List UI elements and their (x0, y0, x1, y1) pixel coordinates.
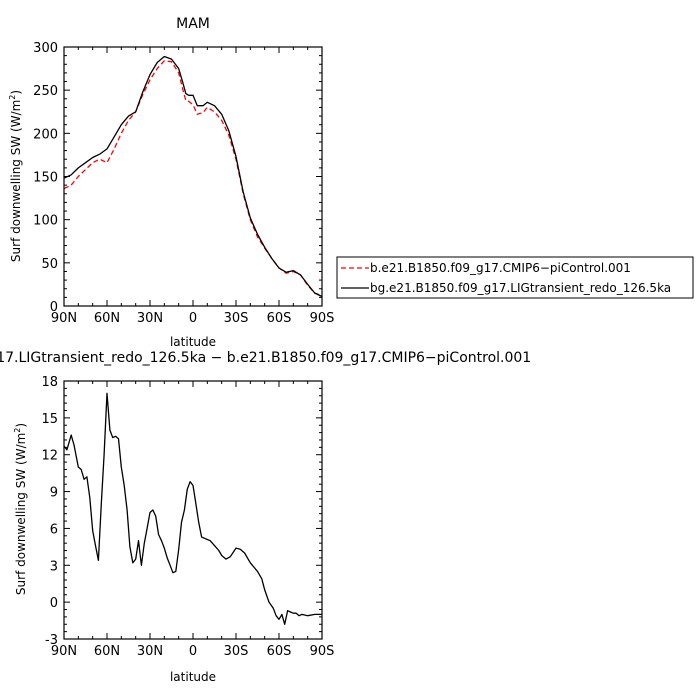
chart-top-ylabel-sup: 2 (8, 95, 17, 100)
chart-top-ylabel-main: Surf downwelling SW (W/m (9, 100, 23, 262)
chart-bottom-plot: 90N 60N 30N 0 30S 60S 90S -3 0 3 6 9 12 15 18 (41, 375, 334, 659)
chart-1-ytick-label: 9 (50, 486, 58, 501)
chart-1-xtick-label: 30S (224, 644, 249, 659)
chart-0-xtick-label: 30N (137, 311, 163, 326)
chart-0-xtick-label: 90N (51, 311, 77, 326)
chart-1-series-0 (63, 392, 322, 625)
chart-0-ytick-label: 100 (33, 214, 58, 229)
chart-bottom-xlabel: latitude (170, 670, 216, 684)
chart-top-ylabel: Surf downwelling SW (W/m2) (8, 90, 23, 262)
chart-0-ytick-label: 50 (41, 257, 58, 272)
chart-1-ytick-label: 18 (41, 375, 58, 390)
chart-1-xtick-label: 60N (94, 644, 120, 659)
legend: b.e21.B1850.f09_g17.CMIP6−piControl.001 … (336, 256, 694, 299)
chart-1-ytick-label: 3 (50, 559, 58, 574)
chart-top-title: MAM (176, 16, 210, 32)
chart-1-xtick-label: 90S (310, 644, 335, 659)
chart-1-ytick-label: 12 (41, 449, 58, 464)
chart-0-ytick-label: 250 (33, 84, 58, 99)
chart-0-ytick-label: 200 (33, 127, 58, 142)
chart-1-xtick-label: 0 (189, 644, 197, 659)
chart-bottom-ylabel-end: ) (14, 423, 28, 428)
chart-top-ylabel-end: ) (9, 90, 23, 95)
chart-bottom: bg.e21.B1850.f09_g17.LIGtransient_redo_1… (0, 350, 531, 684)
chart-top-xlabel: latitude (170, 335, 216, 349)
chart-1-xtick-label: 90N (51, 644, 77, 659)
chart-0-ytick-label: 0 (50, 300, 58, 315)
chart-top-plot: 90N 60N 30N 0 30S 60S 90S 0 50 100 150 200 250 300 (33, 41, 334, 326)
chart-1-xtick-label: 30N (137, 644, 163, 659)
chart-0-xtick-label: 60N (94, 311, 120, 326)
chart-0-ytick-label: 300 (33, 41, 58, 56)
chart-bottom-title: bg.e21.B1850.f09_g17.LIGtransient_redo_1… (0, 350, 531, 366)
chart-0-xtick-label: 60S (267, 311, 292, 326)
chart-1-ytick-label: 6 (50, 522, 58, 537)
chart-0-xtick-label: 30S (224, 311, 249, 326)
chart-1-xtick-label: 60S (267, 644, 292, 659)
legend-box (336, 256, 694, 299)
chart-1-ytick-label: 0 (50, 596, 58, 611)
chart-top: MAM 90N 60N 30N 0 30S 60S 90S 0 50 100 150 200 250 30… (8, 16, 334, 349)
legend-label-0: b.e21.B1850.f09_g17.CMIP6−piControl.001 (370, 261, 631, 275)
chart-0-xtick-label: 90S (310, 311, 335, 326)
chart-1-frame (63, 380, 323, 640)
chart-0-xtick-label: 0 (189, 311, 197, 326)
chart-bottom-ylabel-main: Surf downwelling SW (W/m (14, 433, 28, 595)
chart-bottom-ylabel-sup: 2 (13, 428, 22, 433)
chart-0-series-1 (63, 55, 323, 298)
chart-bottom-ylabel: Surf downwelling SW (W/m2) (13, 423, 28, 595)
legend-label-1: bg.e21.B1850.f09_g17.LIGtransient_redo_1… (370, 281, 671, 295)
chart-1-ytick-label: -3 (45, 633, 58, 648)
chart-0-ytick-label: 150 (33, 171, 58, 186)
chart-0-frame (63, 46, 323, 307)
chart-1-ytick-label: 15 (41, 412, 58, 427)
